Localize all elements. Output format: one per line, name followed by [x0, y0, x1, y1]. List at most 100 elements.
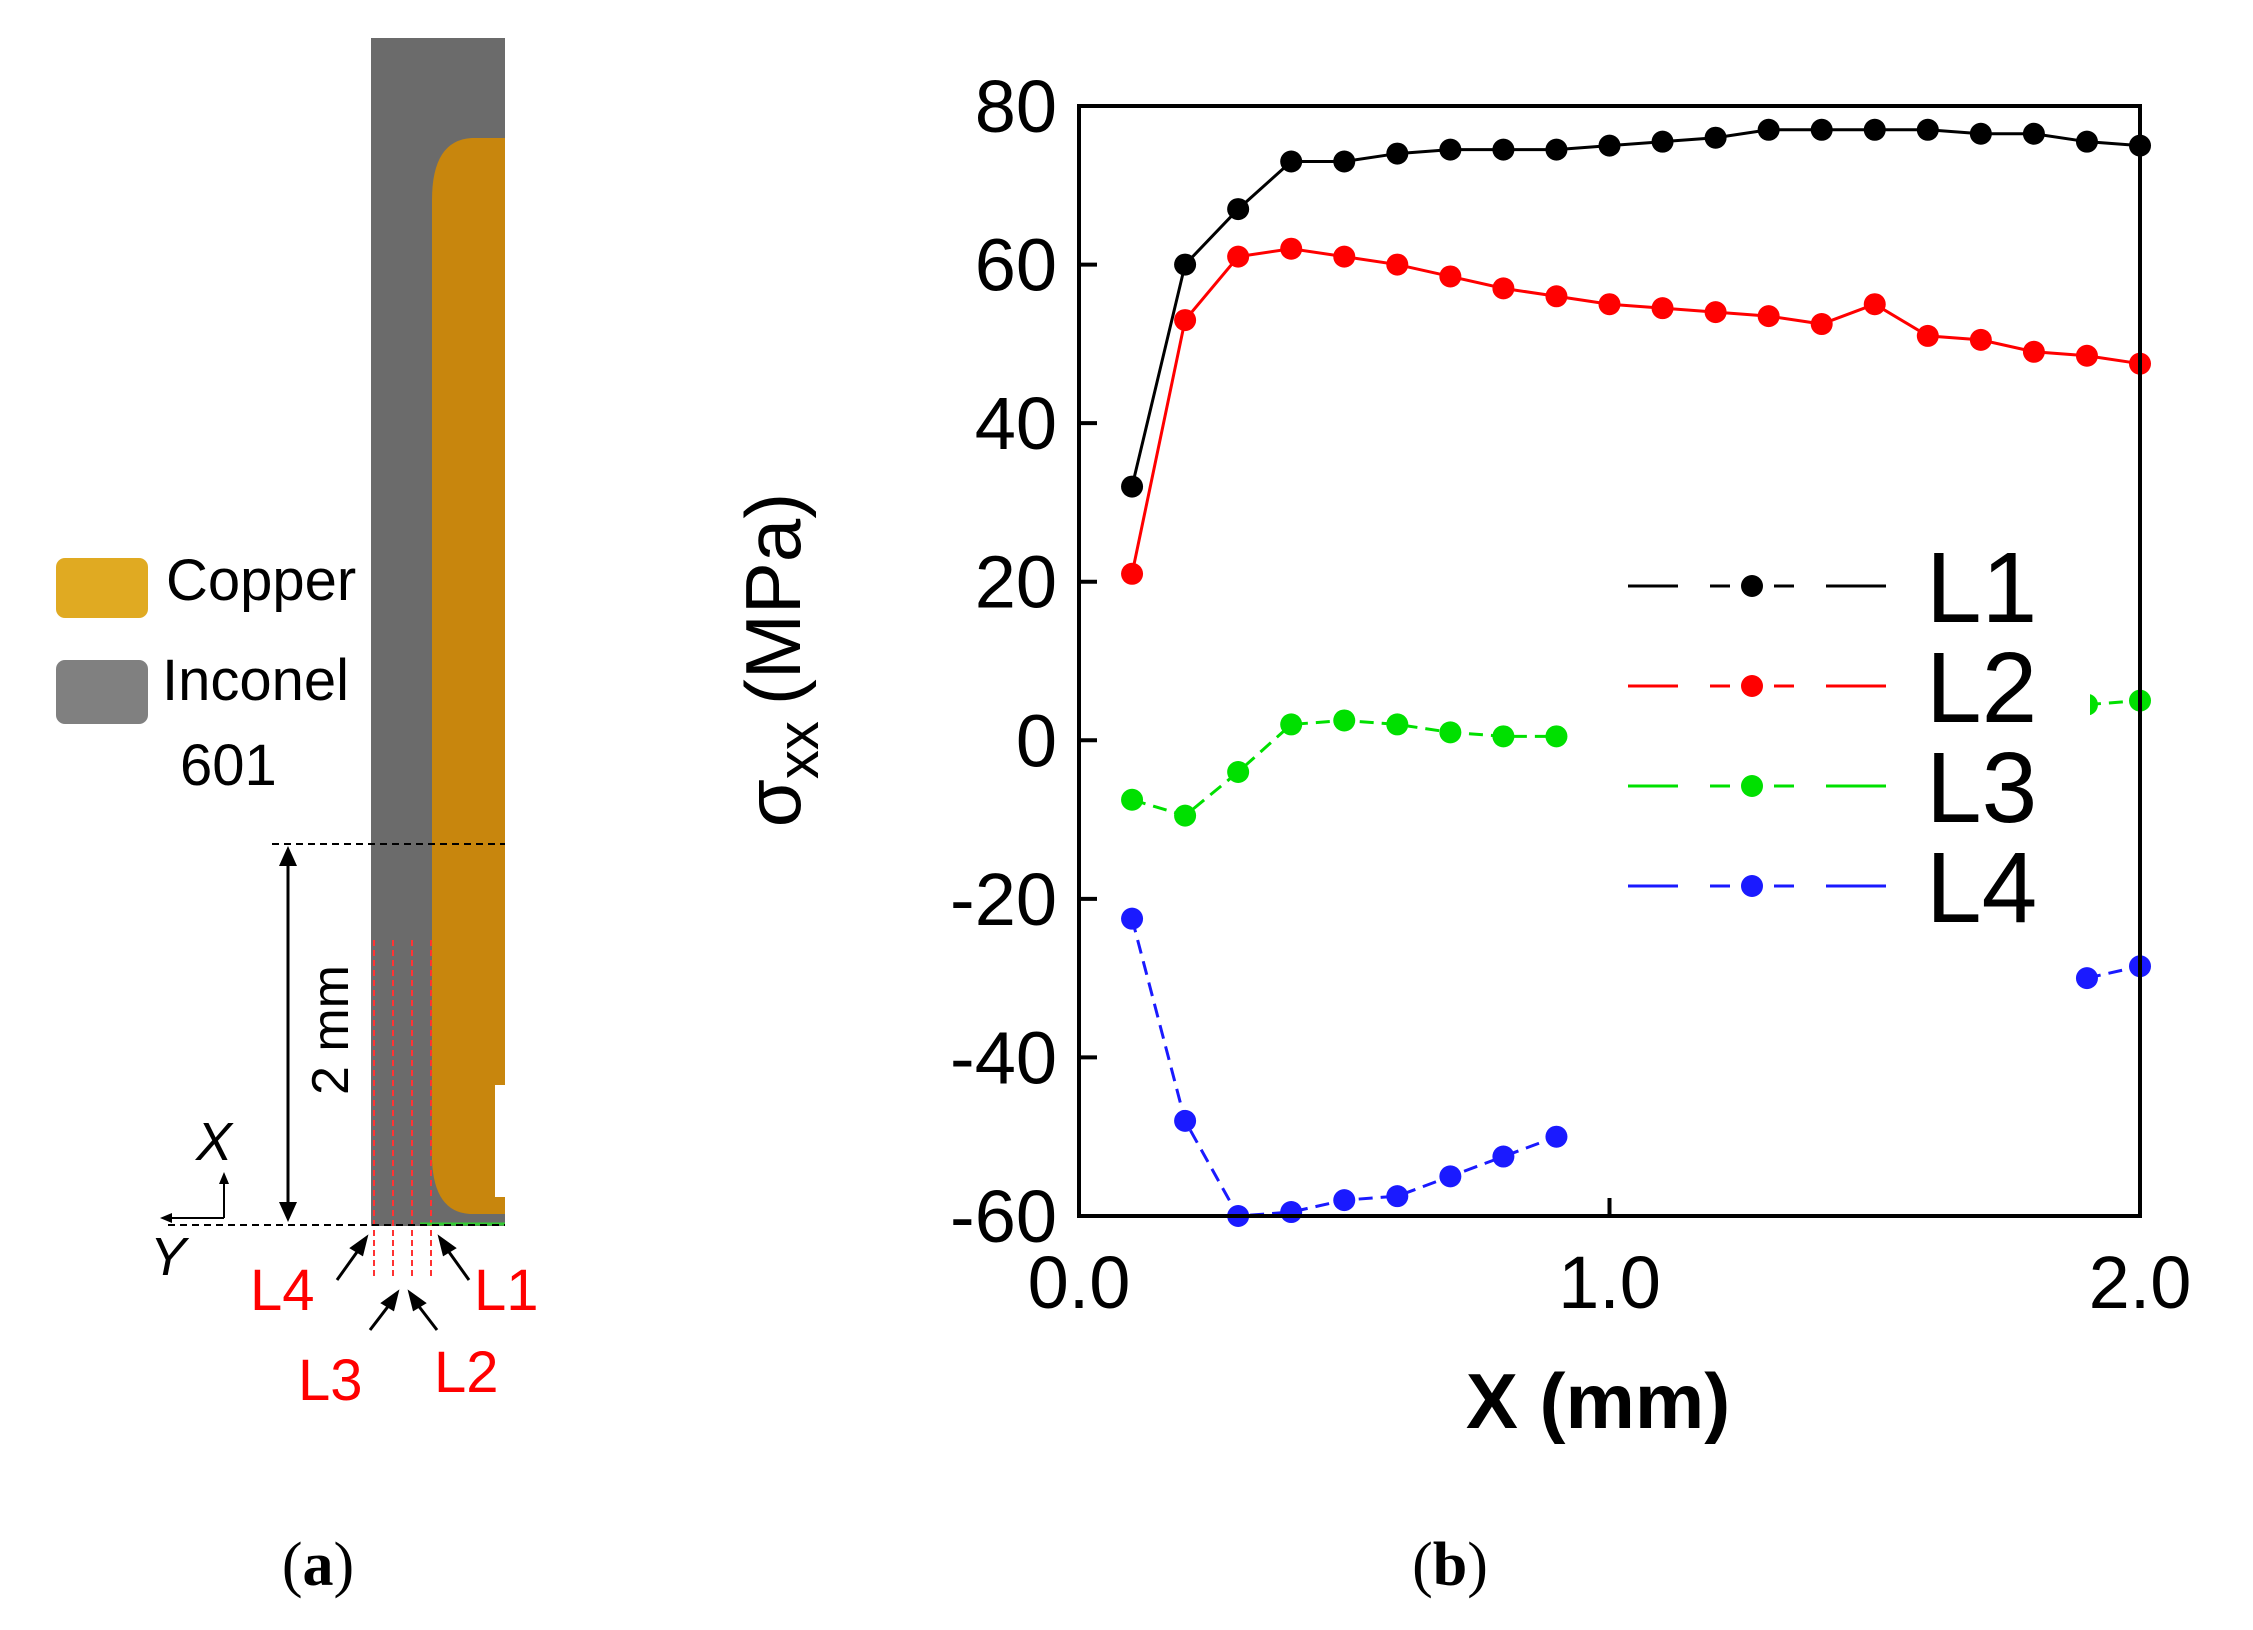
data-point-l4: L4: 0.4, -59.5	[1280, 1201, 1303, 1224]
data-point-l4: L4: 0.6, -57.5	[1386, 1185, 1409, 1208]
series-l2: L2: 0.1, 21 L2: 0.2, 53 L2: 0.3, 61 L2: 0.4…	[1121, 237, 2151, 585]
data-point-l1: L1: 1.3, 77	[1757, 118, 1780, 141]
data-point-l3: L3: 0.1, -7.5	[1121, 788, 1144, 811]
data-point-l2: L2: 1.1, 54.5	[1651, 297, 1674, 320]
caption-b-letter: b	[1433, 1531, 1467, 1599]
chart-series-layer: L1: 0.1, 32 L1: 0.2, 60 L1: 0.3, 67 L1: 0.4…	[1121, 118, 2151, 1227]
data-point-l2: L2: 0.1, 21	[1121, 562, 1144, 585]
legend-marker-l1	[1741, 575, 1763, 597]
copper-gap	[495, 1085, 505, 1197]
legend-swatch-copper	[56, 558, 148, 618]
data-point-l1: L1: 1, 75	[1598, 134, 1621, 157]
y-axis-label: σxx (MPa)	[729, 493, 831, 827]
x-tick-label: 2.0	[2089, 1241, 2192, 1324]
axis-x-arrowhead	[219, 1172, 229, 1184]
data-point-l1: L1: 1.7, 76.5	[1969, 122, 1992, 145]
panel-a: 2 mm X Y Copper Inconel 601 L4 L3 L2 L1	[56, 38, 539, 1599]
data-point-l1: L1: 1.4, 77	[1810, 118, 1833, 141]
y-tick-label: 20	[975, 541, 1057, 624]
data-point-l2: L2: 0.7, 58.5	[1439, 265, 1462, 288]
x-tick-label: 0.0	[1028, 1241, 1131, 1324]
data-point-l1: L1: 1.5, 77	[1863, 118, 1886, 141]
x-tick-label: 1.0	[1558, 1241, 1661, 1324]
y-tick-label: 0	[1016, 699, 1057, 782]
data-point-l1: L1: 0.6, 74	[1386, 142, 1409, 165]
data-point-l2: L2: 0.3, 61	[1227, 245, 1250, 268]
dimension-arrow-head-bottom	[279, 1202, 297, 1222]
legend-marker-l3	[1741, 775, 1763, 797]
legend-label-inconel: Inconel	[162, 648, 349, 713]
y-axis-label-sub: xx	[766, 721, 831, 779]
line-label-l4: L4	[250, 1258, 315, 1323]
y-axis-label-symbol: σ	[729, 779, 817, 827]
legend-marker-l4	[1741, 875, 1763, 897]
data-point-l1: L1: 1.2, 76	[1704, 126, 1727, 149]
line-label-l3: L3	[298, 1348, 363, 1413]
axis-x-label: X	[194, 1112, 234, 1172]
data-point-l3: L3: 0.6, 2	[1386, 713, 1409, 736]
legend-label-l2: L2	[1926, 632, 2037, 744]
data-point-l2: L2: 0.2, 53	[1174, 309, 1197, 332]
data-point-l2: L2: 1.5, 55	[1863, 293, 1886, 316]
series-l4: L4: 0.1, -22.5L4: 0.2, -48L4: 0.3, -60L4…	[1121, 907, 2151, 1227]
data-point-l4: L4: 0.7, -55	[1439, 1165, 1462, 1188]
data-point-l1: L1: 1.6, 77	[1916, 118, 1939, 141]
data-point-l2: L2: 0.5, 61	[1333, 245, 1356, 268]
x-axis-label: X (mm)	[1466, 1357, 1730, 1445]
legend-swatch-inconel	[56, 660, 148, 724]
copper-region	[432, 138, 505, 1214]
line-label-l2: L2	[434, 1340, 499, 1405]
legend-label-l4: L4	[1926, 832, 2037, 944]
legend-label-copper: Copper	[166, 548, 356, 613]
data-point-l3: L3: 0.4, 2	[1280, 713, 1303, 736]
y-tick-label: 80	[975, 65, 1057, 148]
data-point-l1: L1: 0.7, 74.5	[1439, 138, 1462, 161]
data-point-l4: L4: 1.9, -30	[2075, 967, 2098, 990]
data-point-l4: L4: 0.8, -52.5	[1492, 1145, 1515, 1168]
data-point-l1: L1: 0.8, 74.5	[1492, 138, 1515, 161]
data-point-l4: L4: 0.5, -58	[1333, 1189, 1356, 1212]
data-point-l3: L3: 0.3, -4	[1227, 761, 1250, 783]
data-point-l2: L2: 1.2, 54	[1704, 301, 1727, 324]
data-point-l1: L1: 0.2, 60	[1174, 253, 1197, 276]
data-point-l1: L1: 0.9, 74.5	[1545, 138, 1568, 161]
data-point-l2: L2: 1.9, 48.5	[2075, 344, 2098, 367]
data-point-l4: L4: 0.1, -22.5	[1121, 907, 1144, 930]
panel-b: L1: 0.1, 32 L1: 0.2, 60 L1: 0.3, 67 L1: 0.4…	[729, 65, 2191, 1599]
data-point-l2: L2: 1.3, 53.5	[1757, 305, 1780, 328]
line-label-l1: L1	[474, 1258, 539, 1323]
data-point-l1: L1: 1.8, 76.5	[2022, 122, 2045, 145]
caption-b: (b)	[1412, 1531, 1488, 1599]
series-line-l2	[1130, 247, 2141, 575]
data-point-l3: L3: 0.8, 0.5	[1492, 725, 1515, 748]
line-pointer-arrows	[335, 1234, 471, 1331]
dimension-arrow-head-top	[279, 846, 297, 866]
data-point-l3: L3: 0.7, 1	[1439, 721, 1462, 744]
legend-label-inconel-grade: 601	[180, 733, 277, 798]
legend-marker-l2	[1741, 675, 1763, 697]
data-point-l1: L1: 0.3, 67	[1227, 198, 1250, 221]
data-point-l3: L3: 0.5, 2.5	[1333, 709, 1356, 732]
data-point-l2: L2: 1.4, 52.5	[1810, 313, 1833, 336]
caption-a-letter: a	[303, 1531, 334, 1599]
data-point-l1: L1: 1.1, 75.5	[1651, 130, 1674, 153]
data-point-l3: L3: 0.2, -9.5	[1174, 804, 1197, 827]
y-tick-label: -60	[950, 1175, 1057, 1258]
dimension-label: 2 mm	[302, 965, 360, 1095]
y-tick-label: 40	[975, 382, 1057, 465]
data-point-l4: L4: 0.2, -48	[1174, 1109, 1197, 1132]
data-point-l2: L2: 1.7, 50.5	[1969, 328, 1992, 351]
data-point-l1: L1: 0.4, 73	[1280, 150, 1303, 173]
legend-label-l1: L1	[1926, 532, 2037, 644]
data-point-l4: L4: 0.9, -50	[1545, 1125, 1568, 1148]
axis-y-arrowhead	[160, 1213, 172, 1223]
y-axis-ticks: 80 60 40 20 0 -20 -40 -60	[950, 65, 1097, 1258]
y-tick-label: -40	[950, 1016, 1057, 1099]
data-point-l1: L1: 1.9, 75.5	[2075, 130, 2098, 153]
series-l1: L1: 0.1, 32 L1: 0.2, 60 L1: 0.3, 67 L1: 0.4…	[1121, 118, 2151, 498]
y-tick-label: -20	[950, 858, 1057, 941]
data-point-l2: L2: 0.4, 62	[1280, 237, 1303, 260]
legend-backing	[1620, 531, 2090, 951]
